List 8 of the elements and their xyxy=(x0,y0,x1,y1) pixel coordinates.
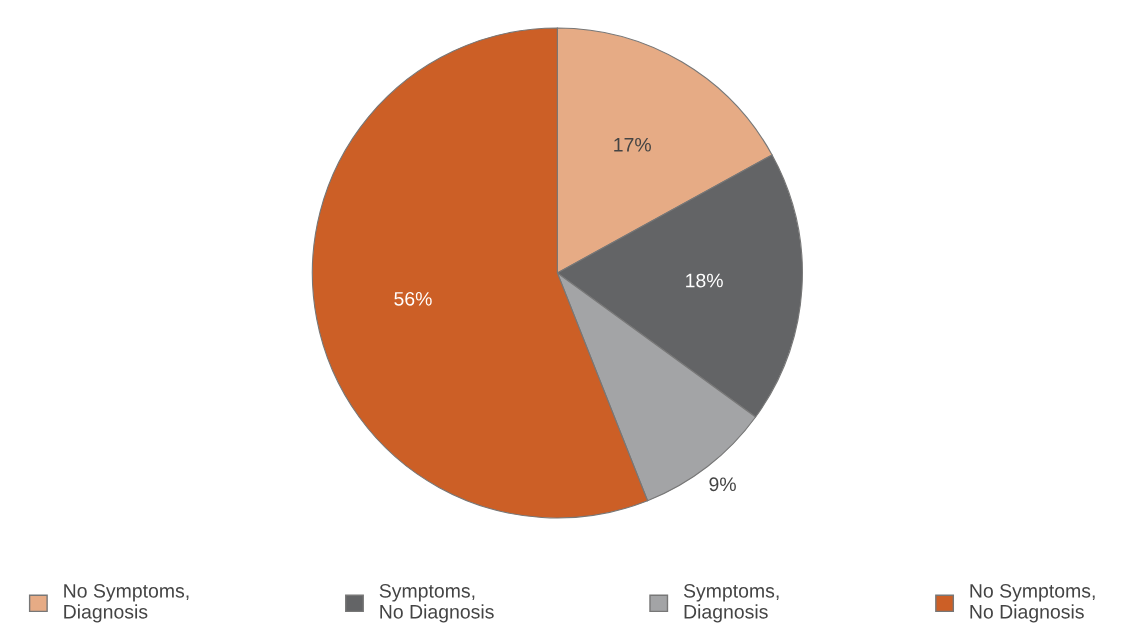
legend-label: Symptoms, No Diagnosis xyxy=(379,583,494,623)
legend-label: No Symptoms, Diagnosis xyxy=(64,583,189,623)
data-label: 56% xyxy=(394,291,432,306)
legend-label: No Symptoms, No Diagnosis xyxy=(970,583,1095,623)
legend-label: Symptoms, Diagnosis xyxy=(683,583,779,623)
data-label: 18% xyxy=(686,273,723,288)
data-label: 17% xyxy=(614,137,651,152)
data-label: 9% xyxy=(709,477,736,492)
